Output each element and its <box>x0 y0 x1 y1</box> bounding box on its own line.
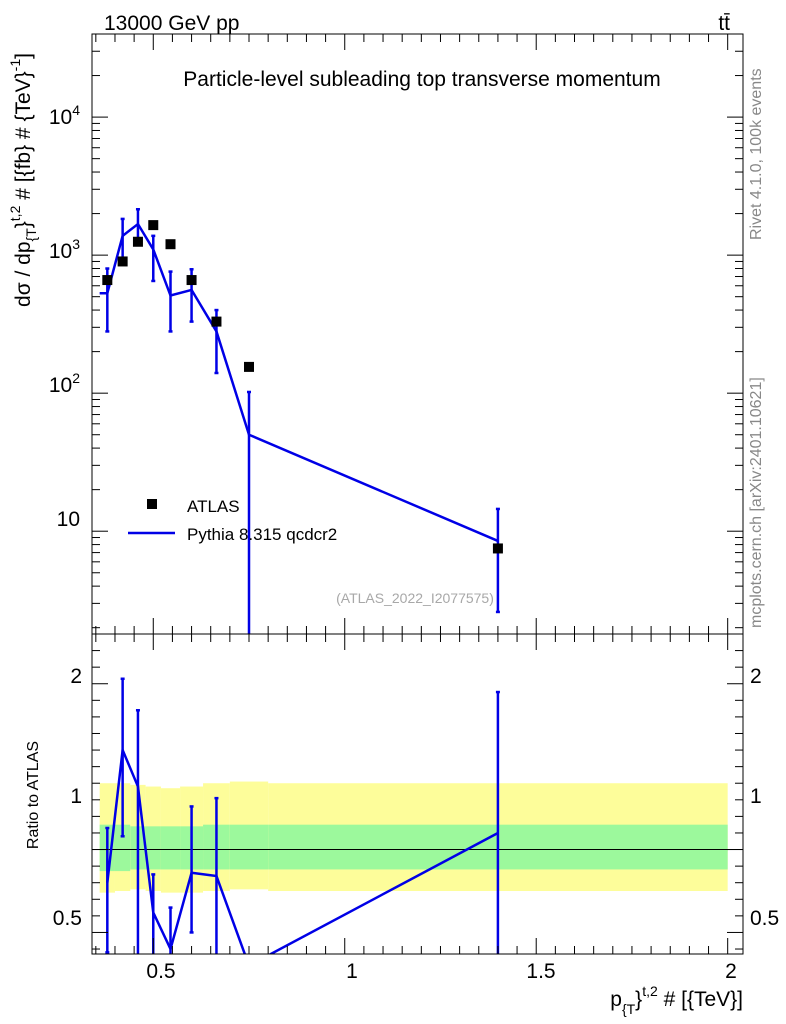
ratio-y-tick-label-0.5: 0.5 <box>53 907 82 930</box>
main-plot-frame <box>91 33 744 635</box>
x-tick-label-1: 1 <box>346 960 358 983</box>
plot-title: Particle-level subleading top transverse… <box>183 68 660 91</box>
main-data <box>99 207 503 634</box>
atlas-marker <box>148 220 159 231</box>
atlas-marker <box>186 275 197 286</box>
x-tick-label-0.5: 0.5 <box>146 960 175 983</box>
main-y-ticks <box>92 33 743 634</box>
x-axis-label: p{T}t,2 # [{TeV}] <box>610 983 743 1017</box>
ratio-band-green <box>160 826 181 870</box>
legend-atlas-marker <box>147 499 157 509</box>
main-plot: 10 102 103 104 Particle-level subleading… <box>7 33 744 635</box>
ratio-band-green <box>145 826 161 870</box>
y-tick-label-100: 102 <box>49 370 80 397</box>
mcplots-label: mcplots.cern.ch [arXiv:2401.10621] <box>748 377 765 628</box>
main-y-axis-label: dσ / dp{T}t,2 # [{fb} # {TeV}-1] <box>7 53 39 307</box>
ratio-band-green <box>229 824 269 870</box>
y-tick-label-10: 10 <box>57 508 80 531</box>
ratio-ticks <box>92 634 743 954</box>
ratio-plot-frame <box>91 633 744 955</box>
ratio-y-axis-label: Ratio to ATLAS <box>25 741 42 849</box>
ratio-y-tick-label-1: 1 <box>70 785 82 808</box>
ratio-y-tick-label-right-2: 2 <box>750 665 762 688</box>
atlas-marker <box>117 256 128 267</box>
ratio-y-tick-label-right-1: 1 <box>750 785 762 808</box>
atlas-marker <box>244 361 255 372</box>
x-tick-label-1.5: 1.5 <box>526 960 555 983</box>
y-tick-label-1000: 103 <box>49 236 80 263</box>
atlas-marker <box>165 239 176 250</box>
process-label: tt̄ <box>718 12 730 35</box>
ratio-y-tick-label-2: 2 <box>70 665 82 688</box>
legend: ATLAS Pythia 8.315 qcdcr2 <box>128 497 337 544</box>
legend-pythia-label: Pythia 8.315 qcdcr2 <box>187 525 337 544</box>
x-tick-label-2: 2 <box>725 960 737 983</box>
atlas-marker <box>211 316 222 327</box>
ratio-y-tick-label-right-0.5: 0.5 <box>750 907 779 930</box>
pythia-line <box>99 222 499 543</box>
ratio-band-green <box>114 824 131 872</box>
y-tick-label-10000: 104 <box>49 102 80 129</box>
ratio-plot: 0.5 1 2 0.5 1 2 Ratio to ATLAS 0.5 1 1.5… <box>25 633 779 1017</box>
ratio-bands <box>99 781 728 893</box>
legend-atlas-label: ATLAS <box>187 497 240 516</box>
analysis-watermark: (ATLAS_2022_I2077575) <box>336 590 494 606</box>
atlas-marker <box>132 236 143 247</box>
atlas-marker <box>102 275 113 286</box>
main-y-tick-labels: 10 102 103 104 <box>49 102 80 531</box>
energy-label: 13000 GeV pp <box>104 12 239 35</box>
atlas-marker <box>492 543 503 554</box>
ratio-data <box>105 677 500 954</box>
ratio-series <box>105 677 500 954</box>
rivet-version-label: Rivet 4.1.0, 100k events <box>748 68 765 240</box>
